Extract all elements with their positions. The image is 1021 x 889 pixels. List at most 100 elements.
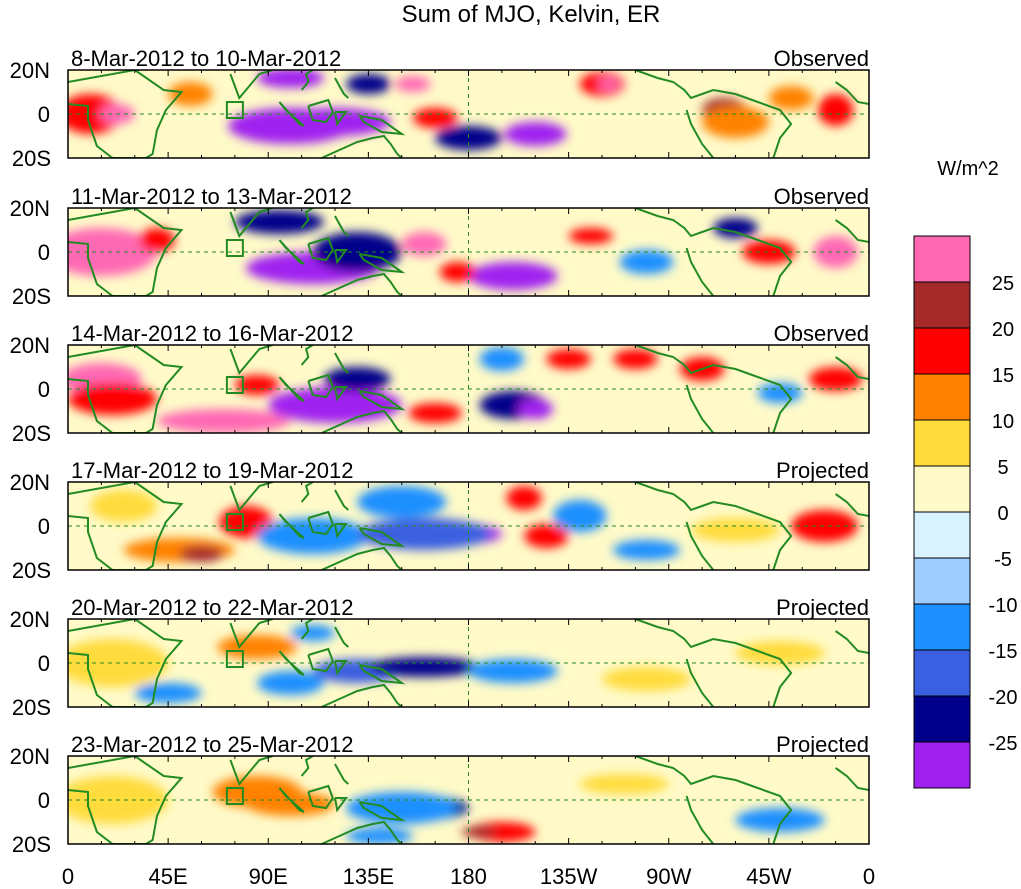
anomaly-patch [735,808,825,832]
anomaly-patch [408,403,462,423]
longitude-label: 45W [746,864,791,889]
coastline [300,345,314,366]
anomaly-patch [346,74,391,94]
longitude-label: 90W [646,864,691,889]
coastline [300,208,314,229]
anomaly-patch [139,228,175,252]
latitude-label: 20S [12,146,51,171]
coastline [229,70,273,100]
anomaly-patch [279,108,391,136]
coastline [685,247,715,296]
coastline [321,272,403,296]
anomaly-patch [713,218,758,238]
coastline [334,763,349,785]
anomaly-patch [813,236,858,268]
coastline [321,409,403,433]
coastline [321,683,403,707]
latitude-label: 20S [12,421,51,446]
coastline [300,756,314,777]
region-box [225,787,244,805]
anomaly-patch [524,524,569,548]
longitude-label: 45E [149,864,188,889]
coastline [278,513,305,539]
coastline [229,208,273,238]
latitude-label: 0 [38,240,50,265]
coastline [835,630,869,654]
anomaly-patch [691,518,780,542]
colorbar-tick-label: 10 [992,411,1014,433]
coastline [334,523,349,539]
latitude-label: 20N [10,196,50,221]
colorbar-tick-label: -10 [989,595,1018,617]
map-panel: 11-Mar-2012 to 13-Mar-2012 Observed 20N 0 20… [10,184,870,309]
coastline [68,208,184,296]
region-box [225,513,244,531]
coastline [229,756,273,786]
coastline [278,239,305,265]
colorbar-tick-label: -15 [989,641,1018,663]
coastline [685,384,715,433]
panel-date-range: 11-Mar-2012 to 13-Mar-2012 [71,184,352,209]
panel-type-label: Observed [774,46,869,71]
coastline [334,111,349,127]
map-panel: 23-Mar-2012 to 25-Mar-2012 Projected 20N 0 2… [10,732,870,857]
anomaly-patch [468,659,558,683]
coastline [68,70,184,158]
anomaly-patch [702,106,769,138]
latitude-label: 20N [10,470,50,495]
colorbar-tick-label: -5 [994,549,1012,571]
latitude-label: 0 [38,788,50,813]
anomaly-patch [553,500,607,532]
coastline [334,352,349,374]
colorbar-tick-label: 0 [997,503,1008,525]
coastline [358,115,406,136]
anomaly-patch [579,774,669,794]
coastline [835,493,869,517]
coastline [334,797,349,813]
colorbar-swatch [913,649,971,697]
anomaly-patch [439,262,476,282]
coastline [229,345,273,375]
coastline [334,249,349,265]
coastline [334,489,349,511]
coastline [685,795,715,844]
coastline [68,482,184,570]
anomaly-patch [168,82,213,106]
anomaly-patch [290,625,335,641]
coastline [68,345,184,433]
coastline [685,521,715,570]
panel-date-range: 14-Mar-2012 to 16-Mar-2012 [71,321,353,346]
latitude-label: 0 [38,514,50,539]
region-box [225,101,244,119]
coastline [278,376,305,402]
longitude-label: 135W [540,864,598,889]
anomaly-patch [597,78,620,90]
anomaly-patch [808,367,863,391]
latitude-label: 0 [38,651,50,676]
coastline [635,482,793,570]
longitude-label: 0 [62,864,74,889]
longitude-label: 0 [863,864,875,889]
coastline [300,70,314,91]
latitude-label: 20N [10,58,50,83]
coastline [300,482,314,503]
colorbar-swatch [913,465,971,513]
region-box [225,239,244,257]
latitude-label: 0 [38,102,50,127]
coastline [835,356,869,380]
colorbar-swatch [913,557,971,605]
coastline [307,510,334,536]
latitude-label: 20S [12,832,51,857]
anomaly-patch [234,210,324,234]
coastline [685,109,715,158]
coastline [307,784,334,810]
colorbar-swatch [913,695,971,743]
colorbar: W/m^2 25 20 15 10 5 0 -5 -10 -15 -20 -25 [913,158,1018,789]
anomaly-patch [479,347,525,371]
coastline [321,546,403,570]
latitude-label: 20N [10,607,50,632]
coastline [321,820,403,844]
colorbar-units: W/m^2 [937,158,999,180]
longitude-label: 180 [450,864,487,889]
